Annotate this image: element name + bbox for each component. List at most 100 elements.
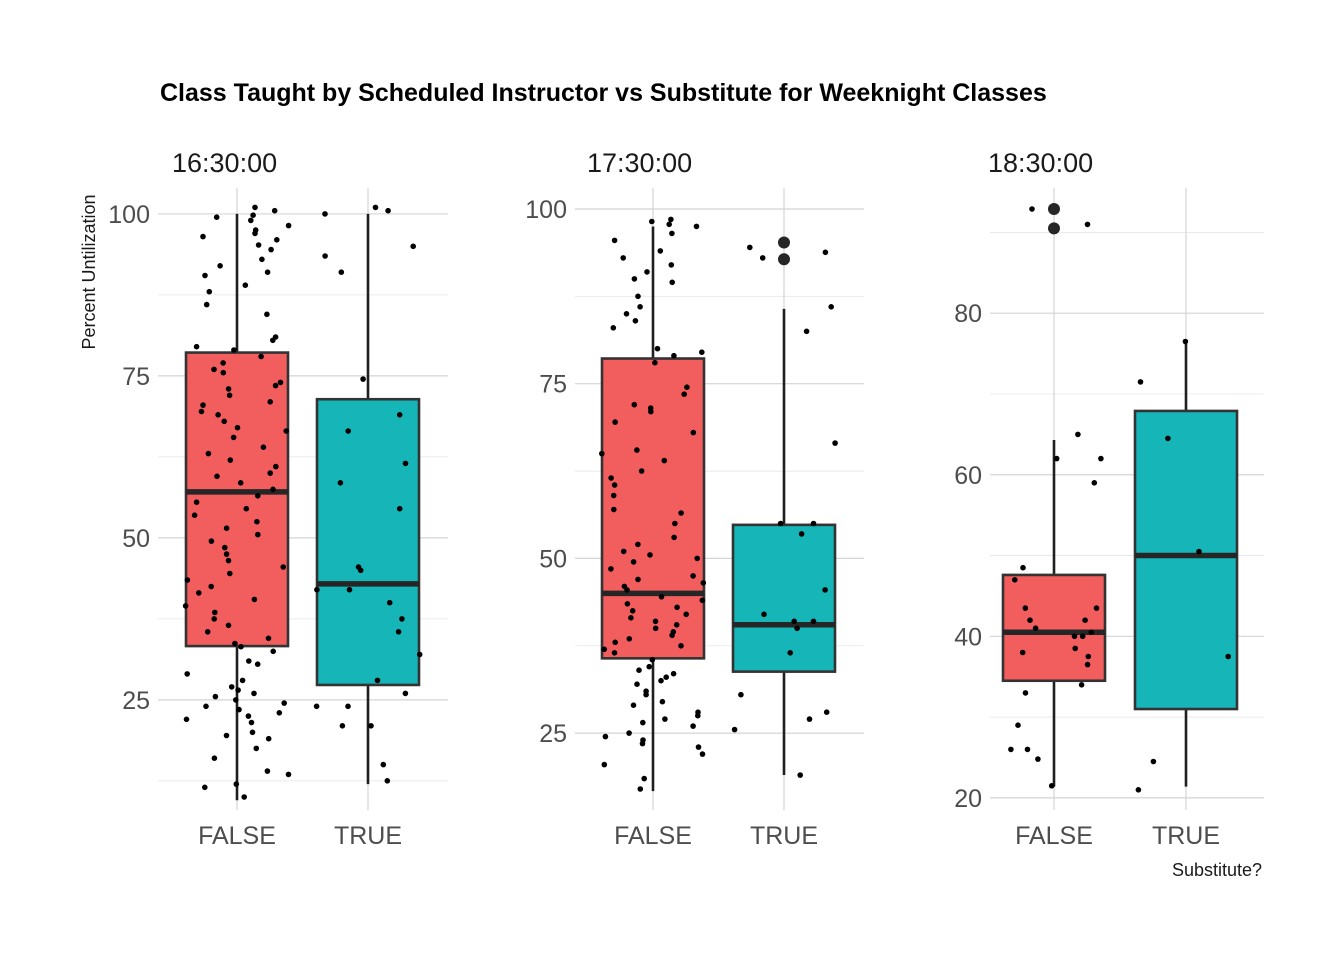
data-point xyxy=(623,311,630,317)
data-point xyxy=(206,288,213,295)
data-point xyxy=(659,698,666,705)
data-point xyxy=(211,755,218,761)
data-point xyxy=(700,580,707,586)
data-point xyxy=(267,399,274,405)
data-point xyxy=(270,486,276,493)
data-point xyxy=(220,369,227,376)
data-point xyxy=(668,216,674,223)
facet-1: 16:30:00 25 50 75 100 FALSE TRUE xyxy=(108,148,448,850)
data-point xyxy=(248,719,255,726)
data-point xyxy=(694,555,700,562)
data-point xyxy=(822,249,829,256)
facet-label: 17:30:00 xyxy=(587,148,692,178)
data-point xyxy=(285,222,292,229)
data-point xyxy=(652,618,659,625)
data-point xyxy=(628,615,634,621)
outlier-point xyxy=(1048,222,1060,235)
x-tick-label: FALSE xyxy=(1015,822,1093,850)
data-point xyxy=(395,629,402,635)
y-tick-label: 100 xyxy=(108,201,150,229)
data-point xyxy=(832,440,838,446)
data-point xyxy=(738,691,744,698)
data-point xyxy=(374,677,381,684)
data-point xyxy=(226,392,233,399)
data-point xyxy=(271,207,278,214)
y-tick-label: 25 xyxy=(539,720,567,748)
data-point xyxy=(221,418,227,425)
x-tick-label: FALSE xyxy=(198,822,276,850)
data-point xyxy=(212,609,218,616)
data-point xyxy=(643,691,649,698)
data-point xyxy=(252,230,258,237)
data-point xyxy=(699,349,705,356)
data-point xyxy=(248,217,254,224)
data-point xyxy=(670,670,677,677)
data-point xyxy=(213,214,220,220)
data-point xyxy=(184,577,191,583)
data-point xyxy=(1085,653,1092,660)
data-point xyxy=(1079,633,1086,640)
data-point xyxy=(253,745,260,752)
data-point xyxy=(202,272,208,279)
data-point xyxy=(599,450,605,457)
data-point xyxy=(648,408,654,415)
data-point xyxy=(1098,455,1104,462)
data-point xyxy=(699,751,706,757)
data-point xyxy=(678,510,684,516)
data-point xyxy=(1150,758,1157,765)
data-point xyxy=(690,573,696,579)
data-point xyxy=(238,643,244,650)
data-point xyxy=(1008,746,1014,753)
data-point xyxy=(281,700,288,706)
data-point xyxy=(634,447,640,453)
data-point xyxy=(208,583,214,590)
data-point xyxy=(203,301,210,308)
y-tick-label: 25 xyxy=(122,687,150,715)
data-point xyxy=(630,559,637,565)
data-point xyxy=(208,538,215,544)
data-point xyxy=(205,450,212,457)
data-point xyxy=(280,564,287,570)
data-point xyxy=(230,434,237,441)
y-tick-label: 50 xyxy=(122,525,150,553)
box-true xyxy=(1133,343,1239,787)
data-point xyxy=(264,269,271,276)
data-point xyxy=(337,480,344,486)
data-point xyxy=(183,716,190,723)
data-point xyxy=(283,428,290,434)
data-point xyxy=(1078,682,1085,688)
data-point xyxy=(264,768,271,774)
outlier-point xyxy=(778,236,790,249)
data-point xyxy=(357,567,364,574)
chart-title: Class Taught by Scheduled Instructor vs … xyxy=(160,79,1047,107)
data-point xyxy=(640,719,646,726)
data-point xyxy=(794,625,800,632)
data-point xyxy=(242,282,249,289)
data-point xyxy=(672,520,678,527)
data-point xyxy=(399,616,405,622)
data-point xyxy=(635,293,641,300)
data-point xyxy=(1084,221,1091,228)
data-point xyxy=(634,681,640,687)
data-point xyxy=(222,544,228,551)
data-point xyxy=(274,237,280,243)
data-point xyxy=(227,570,233,577)
data-point xyxy=(620,255,626,261)
data-point xyxy=(639,740,646,747)
data-point xyxy=(211,366,217,373)
data-point xyxy=(662,716,668,722)
data-point xyxy=(608,475,614,481)
points-true xyxy=(731,244,838,778)
data-point xyxy=(1019,649,1026,656)
data-point xyxy=(1182,338,1189,345)
data-point xyxy=(1075,431,1081,438)
data-point xyxy=(797,772,803,778)
data-point xyxy=(668,262,675,268)
data-point xyxy=(644,269,650,275)
data-point xyxy=(810,520,817,527)
data-point xyxy=(791,618,797,625)
data-point xyxy=(777,520,784,527)
data-point xyxy=(264,311,270,318)
box-true xyxy=(731,236,837,776)
data-point xyxy=(243,505,250,512)
